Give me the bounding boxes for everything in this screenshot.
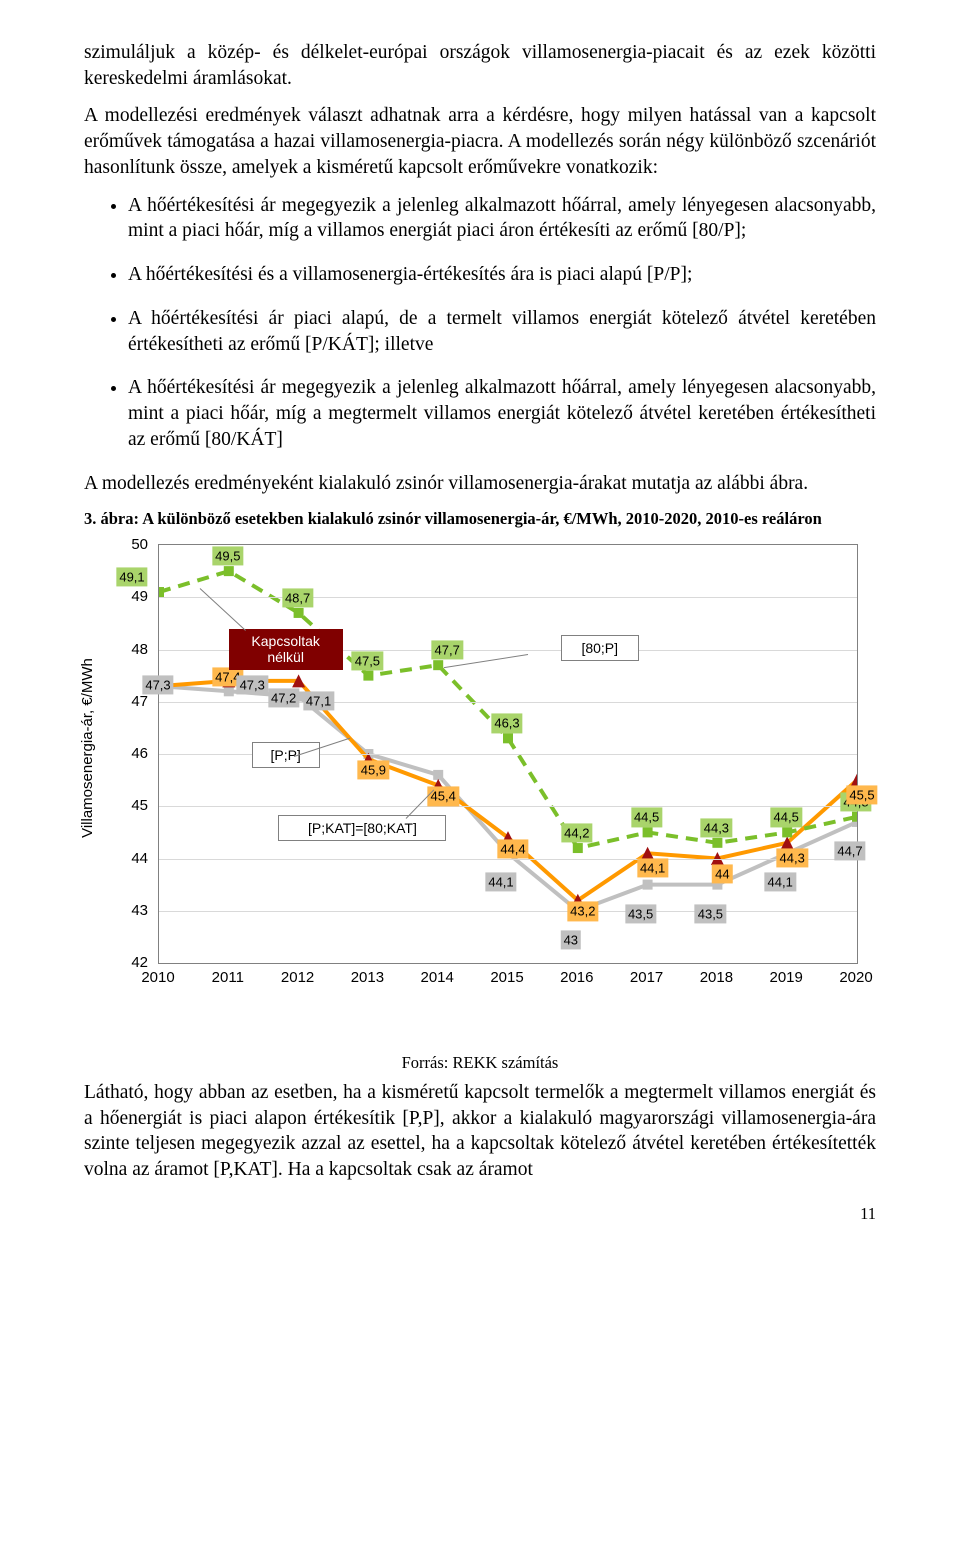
data-label: 49,1 bbox=[116, 567, 147, 586]
legend-box: [P;KAT]=[80;KAT] bbox=[278, 815, 446, 841]
x-tick-label: 2020 bbox=[839, 968, 872, 988]
data-label: 47,3 bbox=[142, 676, 173, 695]
data-label: 45,5 bbox=[846, 786, 877, 805]
para-4: Látható, hogy abban az esetben, ha a kis… bbox=[84, 1080, 876, 1183]
x-tick-label: 2016 bbox=[560, 968, 593, 988]
data-label: 44,3 bbox=[777, 848, 808, 867]
para-3: A modellezés eredményeként kialakuló zsi… bbox=[84, 471, 876, 497]
page: szimuláljuk a közép- és délkelet-európai… bbox=[0, 0, 960, 1265]
data-label: 47,5 bbox=[352, 651, 383, 670]
data-label: 48,7 bbox=[282, 588, 313, 607]
chart-container: Villamosenergia-ár, €/MWh 42434445464748… bbox=[78, 538, 858, 1038]
y-tick-label: 48 bbox=[78, 640, 148, 660]
data-label: 47,2 bbox=[268, 689, 299, 708]
bullet-item: A hőértékesítési ár piaci alapú, de a te… bbox=[128, 306, 876, 357]
x-tick-label: 2012 bbox=[281, 968, 314, 988]
data-label: 45,9 bbox=[358, 761, 389, 780]
data-label: 43,2 bbox=[567, 902, 598, 921]
x-tick-label: 2014 bbox=[421, 968, 454, 988]
x-tick-label: 2019 bbox=[770, 968, 803, 988]
y-tick-label: 45 bbox=[78, 796, 148, 816]
data-label: 44,1 bbox=[485, 873, 516, 892]
x-tick-label: 2018 bbox=[700, 968, 733, 988]
page-number: 11 bbox=[84, 1203, 876, 1225]
data-label: 47,1 bbox=[303, 691, 334, 710]
y-tick-label: 49 bbox=[78, 587, 148, 607]
data-label: 47,7 bbox=[432, 641, 463, 660]
para-2: A modellezési eredmények választ adhatna… bbox=[84, 103, 876, 180]
y-tick-label: 44 bbox=[78, 849, 148, 869]
data-label: 44,1 bbox=[765, 873, 796, 892]
bullet-item: A hőértékesítési és a villamosenergia-ér… bbox=[128, 262, 876, 288]
y-tick-label: 46 bbox=[78, 744, 148, 764]
data-label: 43 bbox=[561, 930, 581, 949]
y-tick-label: 42 bbox=[78, 953, 148, 973]
x-tick-label: 2015 bbox=[490, 968, 523, 988]
data-label: 43,5 bbox=[695, 904, 726, 923]
bullet-item: A hőértékesítési ár megegyezik a jelenle… bbox=[128, 375, 876, 452]
x-tick-label: 2017 bbox=[630, 968, 663, 988]
y-tick-label: 43 bbox=[78, 901, 148, 921]
x-tick-label: 2011 bbox=[212, 968, 244, 988]
legend-box: [80;P] bbox=[561, 635, 639, 661]
y-tick-label: 50 bbox=[78, 535, 148, 555]
figure-source: Forrás: REKK számítás bbox=[84, 1052, 876, 1074]
y-tick-label: 47 bbox=[78, 692, 148, 712]
data-label: 44,5 bbox=[771, 808, 802, 827]
figure-title: 3. ábra: A különböző esetekben kialakuló… bbox=[84, 508, 876, 530]
data-label: 43,5 bbox=[625, 904, 656, 923]
data-label: 44,5 bbox=[631, 808, 662, 827]
bullet-item: A hőértékesítési ár megegyezik a jelenle… bbox=[128, 193, 876, 244]
data-label: 44,1 bbox=[637, 859, 668, 878]
legend-box: Kapcsoltaknélkül bbox=[229, 629, 343, 669]
data-label: 47,3 bbox=[237, 676, 268, 695]
data-label: 44 bbox=[712, 864, 732, 883]
data-label: 44,3 bbox=[701, 818, 732, 837]
data-label: 44,2 bbox=[561, 824, 592, 843]
x-tick-label: 2013 bbox=[351, 968, 384, 988]
data-label: 46,3 bbox=[491, 714, 522, 733]
para-1: szimuláljuk a közép- és délkelet-európai… bbox=[84, 40, 876, 91]
data-label: 49,5 bbox=[212, 547, 243, 566]
data-label: 44,7 bbox=[834, 841, 865, 860]
legend-box: [P;P] bbox=[252, 742, 320, 768]
data-label: 44,4 bbox=[497, 839, 528, 858]
bullet-list: A hőértékesítési ár megegyezik a jelenle… bbox=[128, 193, 876, 453]
x-tick-label: 2010 bbox=[141, 968, 174, 988]
